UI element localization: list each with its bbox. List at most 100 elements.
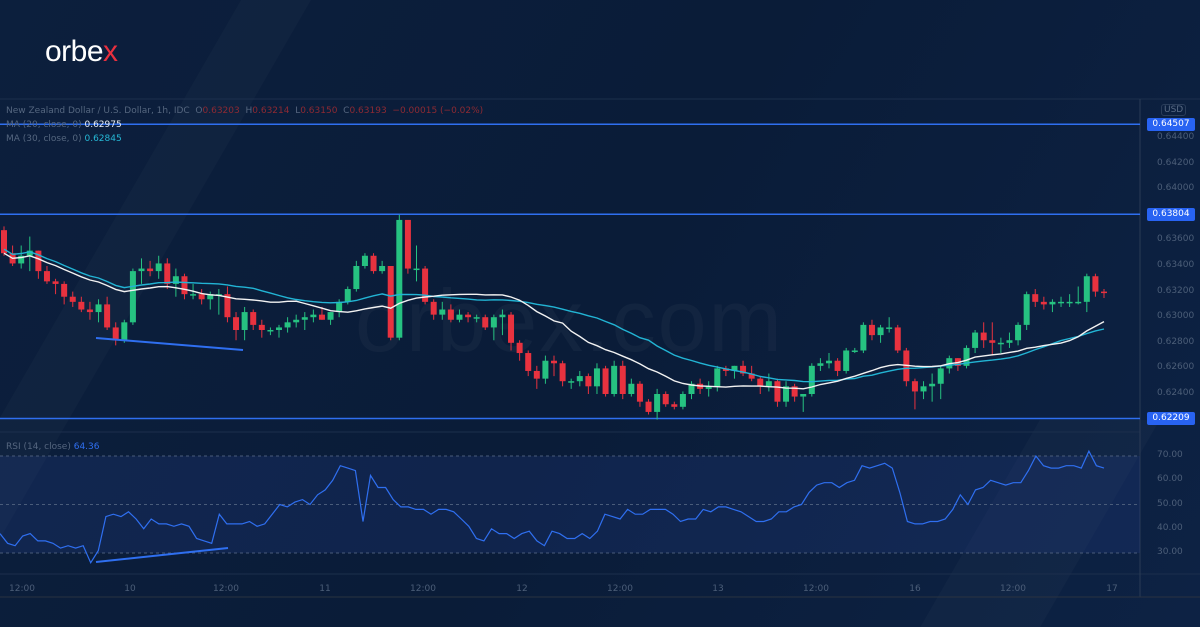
candle-up — [344, 289, 351, 302]
time-tick-label: 13 — [712, 584, 724, 594]
candle-down — [1040, 301, 1047, 305]
divergence-trendline-price — [95, 337, 244, 351]
candle-down — [78, 301, 85, 310]
candle-down — [147, 268, 154, 272]
candle-down — [989, 340, 996, 343]
price-tick-label: 0.63600 — [1157, 234, 1195, 245]
candle-down — [722, 368, 729, 371]
candle-up — [1015, 324, 1022, 341]
candle-up — [490, 317, 497, 328]
candle-up — [473, 317, 480, 319]
candle-down — [602, 368, 609, 394]
candle-up — [997, 342, 1004, 345]
candle-up — [765, 381, 772, 387]
time-tick-label: 12:00 — [607, 584, 633, 594]
candle-down — [318, 314, 325, 320]
price-level-tag: 0.62209 — [1147, 411, 1195, 425]
candle-down — [104, 304, 111, 328]
price-tick-label: 0.62600 — [1157, 362, 1195, 373]
candle-down — [740, 365, 747, 374]
candle-up — [26, 250, 33, 256]
rsi-tick-label: 40.00 — [1157, 522, 1183, 533]
price-tick-label: 0.63400 — [1157, 260, 1195, 270]
ma20-legend[interactable]: MA (20, close, 0) 0.62975 — [6, 120, 122, 130]
candle-up — [576, 376, 583, 382]
candle-up — [267, 330, 274, 332]
candle-down — [516, 342, 523, 354]
candle-down — [911, 381, 918, 392]
candle-up — [353, 266, 360, 290]
candle-down — [1101, 291, 1107, 294]
price-level-tag: 0.64507 — [1147, 117, 1195, 131]
candle-up — [327, 312, 334, 320]
price-tick-label: 0.64400 — [1157, 132, 1195, 142]
candle-up — [963, 347, 970, 366]
candle-down — [86, 309, 93, 313]
candle-down — [551, 360, 557, 364]
candle-down — [69, 296, 76, 302]
currency-badge[interactable]: USD — [1161, 104, 1187, 116]
candle-down — [1032, 294, 1039, 302]
candle-down — [671, 404, 678, 407]
price-tick-label: 0.63000 — [1157, 311, 1195, 322]
candle-up — [121, 322, 128, 341]
candle-down — [619, 365, 626, 394]
candle-down — [662, 394, 669, 405]
time-tick-label: 12:00 — [213, 584, 239, 594]
candle-up — [1006, 340, 1013, 343]
candle-down — [1092, 276, 1099, 292]
candle-up — [1049, 301, 1056, 305]
price-tick-label: 0.62800 — [1157, 336, 1195, 347]
candle-up — [937, 368, 944, 384]
time-tick-label: 12:00 — [410, 584, 436, 594]
candle-down — [198, 294, 205, 300]
price-level-tag: 0.63804 — [1147, 207, 1195, 221]
candle-down — [868, 324, 875, 336]
orbex-logo: orbex — [45, 35, 118, 68]
candle-up — [396, 219, 403, 338]
rsi-legend[interactable]: RSI (14, close) 64.36 — [6, 442, 100, 452]
candle-down — [370, 255, 377, 272]
candle-down — [430, 301, 437, 315]
candle-up — [172, 276, 179, 284]
candle-down — [894, 327, 901, 351]
candle-down — [482, 317, 489, 328]
candle-up — [611, 365, 618, 394]
candle-up — [920, 386, 927, 392]
candle-up — [190, 294, 197, 296]
candle-up — [439, 309, 446, 315]
candle-up — [654, 394, 661, 412]
candle-up — [679, 394, 686, 407]
candle-down — [112, 327, 119, 341]
candle-up — [138, 268, 145, 272]
candle-up — [628, 383, 635, 394]
candle-up — [207, 294, 214, 300]
candle-down — [404, 219, 411, 269]
candle-down — [585, 376, 592, 387]
candle-down — [422, 268, 429, 302]
candle-up — [499, 314, 506, 318]
candle-up — [593, 368, 600, 387]
candle-down — [35, 250, 42, 272]
candle-down — [980, 332, 987, 341]
candle-down — [447, 309, 454, 320]
candle-up — [456, 314, 463, 320]
candle-up — [688, 383, 695, 394]
candle-up — [851, 350, 858, 352]
divergence-trendline-rsi — [95, 547, 229, 563]
ma30-legend[interactable]: MA (30, close, 0) 0.62845 — [6, 134, 122, 144]
candle-up — [276, 327, 282, 330]
rsi-tick-label: 60.00 — [1157, 474, 1183, 485]
candle-up — [817, 363, 824, 366]
candle-down — [774, 381, 781, 402]
candle-down — [533, 370, 540, 379]
candle-up — [1066, 301, 1073, 304]
candle-up — [284, 322, 291, 328]
candle-up — [972, 332, 979, 348]
candle-up — [1058, 301, 1065, 304]
time-tick-label: 17 — [1106, 584, 1118, 594]
candle-up — [886, 327, 893, 329]
rsi-tick-label: 50.00 — [1157, 498, 1183, 509]
